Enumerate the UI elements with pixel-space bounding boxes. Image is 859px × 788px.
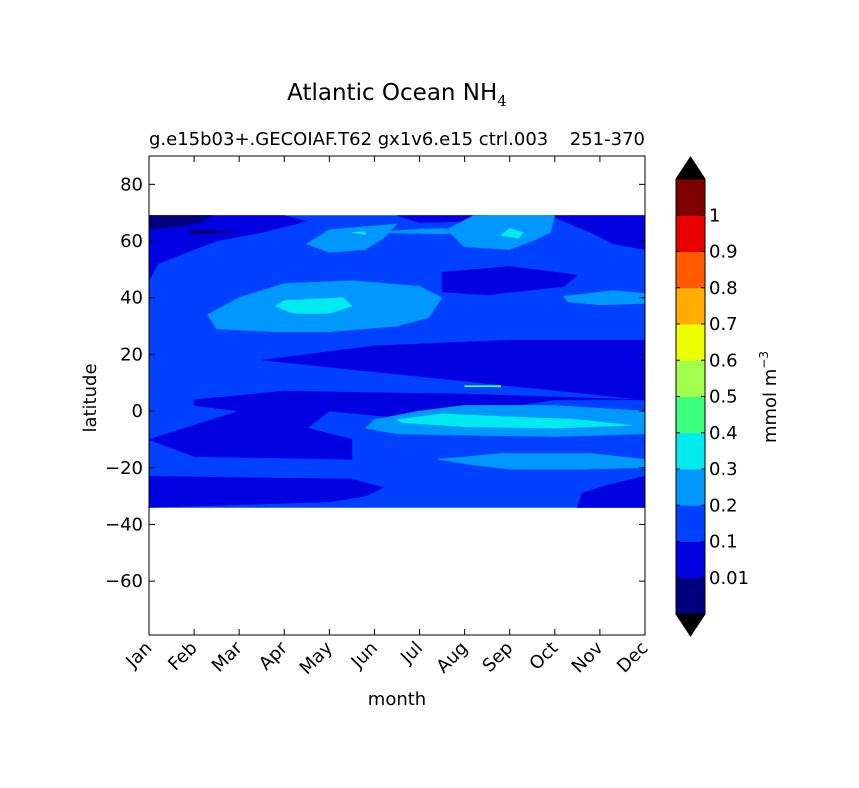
contour-region-2 xyxy=(149,215,214,231)
contour-region-5 xyxy=(550,215,645,250)
y-tick-label: 80 xyxy=(120,174,143,195)
contour-region-11 xyxy=(441,266,579,296)
contour-region-20 xyxy=(437,453,645,470)
x-tick-label: Mar xyxy=(208,637,247,676)
x-tick-label: Nov xyxy=(568,637,608,677)
contour-region-19 xyxy=(396,413,632,429)
contour-region-14 xyxy=(563,290,645,306)
contour-region-10 xyxy=(351,231,366,235)
colorbar-tick-label: 0.4 xyxy=(709,423,738,444)
colorbar-extend-min xyxy=(675,613,706,637)
y-tick-label: 20 xyxy=(120,344,143,365)
x-tick-label: Jun xyxy=(347,638,382,673)
contour-region-16 xyxy=(149,475,385,508)
chart-title: Atlantic Ocean NH4 xyxy=(287,80,507,110)
colorbar-tick-label: 0.8 xyxy=(709,278,738,299)
x-tick-label: Apr xyxy=(255,637,292,674)
y-tick-label: −60 xyxy=(105,571,143,592)
colorbar-segment xyxy=(676,396,705,434)
contour-region-13 xyxy=(274,297,353,314)
colorbar-tick-label: 0.2 xyxy=(709,495,738,516)
contour-region-17 xyxy=(576,475,645,508)
y-tick-label: 0 xyxy=(132,401,143,422)
colorbar-segment xyxy=(676,251,705,289)
x-tick-label: Aug xyxy=(432,638,472,678)
colorbar-tick-label: 1 xyxy=(709,205,720,226)
colorbar-segment xyxy=(676,179,705,216)
colorbar-tick-label: 0.6 xyxy=(709,350,738,371)
contour-field xyxy=(149,215,645,508)
x-tick-label: Sep xyxy=(478,638,517,677)
colorbar-segment xyxy=(676,287,705,325)
x-tick-label: Jul xyxy=(396,638,427,669)
contour-region-1 xyxy=(149,215,307,281)
contour-region-9 xyxy=(499,227,524,239)
chart-subtitle-right: 251-370 xyxy=(570,129,645,150)
contour-region-6 xyxy=(306,223,398,253)
plot-frame xyxy=(148,155,646,636)
contour-region-21 xyxy=(464,385,502,388)
colorbar-segment xyxy=(676,469,705,506)
x-tick-label: Dec xyxy=(613,638,652,677)
x-tick-label: Oct xyxy=(525,638,562,675)
colorbar-segment xyxy=(676,505,705,542)
colorbar-segment xyxy=(676,324,705,361)
x-tick-label: Feb xyxy=(164,638,201,675)
colorbar-label: mmol m−3 xyxy=(757,351,781,443)
y-tick-label: −20 xyxy=(105,458,143,479)
colorbar-tick-label: 0.7 xyxy=(709,314,738,335)
x-axis-label: month xyxy=(368,689,426,710)
colorbar-segment xyxy=(676,215,705,252)
colorbar-tick-label: 0.01 xyxy=(709,568,749,589)
y-axis: −60 −40 −20 0 20 40 60 80 xyxy=(105,174,645,592)
y-axis-label: latitude xyxy=(80,363,101,432)
x-tick-label: Jan xyxy=(121,638,156,673)
colorbar-segment xyxy=(676,360,705,397)
y-tick-label: 60 xyxy=(120,231,143,252)
contour-region-3 xyxy=(189,229,244,235)
y-tick-label: 40 xyxy=(120,288,143,309)
contour-region-8 xyxy=(446,215,556,250)
chart-subtitle-left: g.e15b03+.GECOIAF.T62 gx1v6.e15 ctrl.003 xyxy=(149,129,548,150)
colorbar: 0.01 0.1 0.2 0.3 0.4 0.5 0.6 0.7 0.8 0.9 1 xyxy=(675,156,749,637)
x-tick-label: May xyxy=(296,637,337,678)
colorbar-segment xyxy=(676,577,705,615)
colorbar-segment xyxy=(676,432,705,470)
colorbar-tick-label: 0.5 xyxy=(709,387,738,408)
colorbar-segment xyxy=(676,541,705,579)
colorbar-extend-max xyxy=(675,156,706,180)
y-tick-label: −40 xyxy=(105,514,143,535)
colorbar-tick-label: 0.3 xyxy=(709,459,738,480)
colorbar-tick-label: 0.9 xyxy=(709,242,738,263)
colorbar-tick-label: 0.1 xyxy=(709,532,738,553)
